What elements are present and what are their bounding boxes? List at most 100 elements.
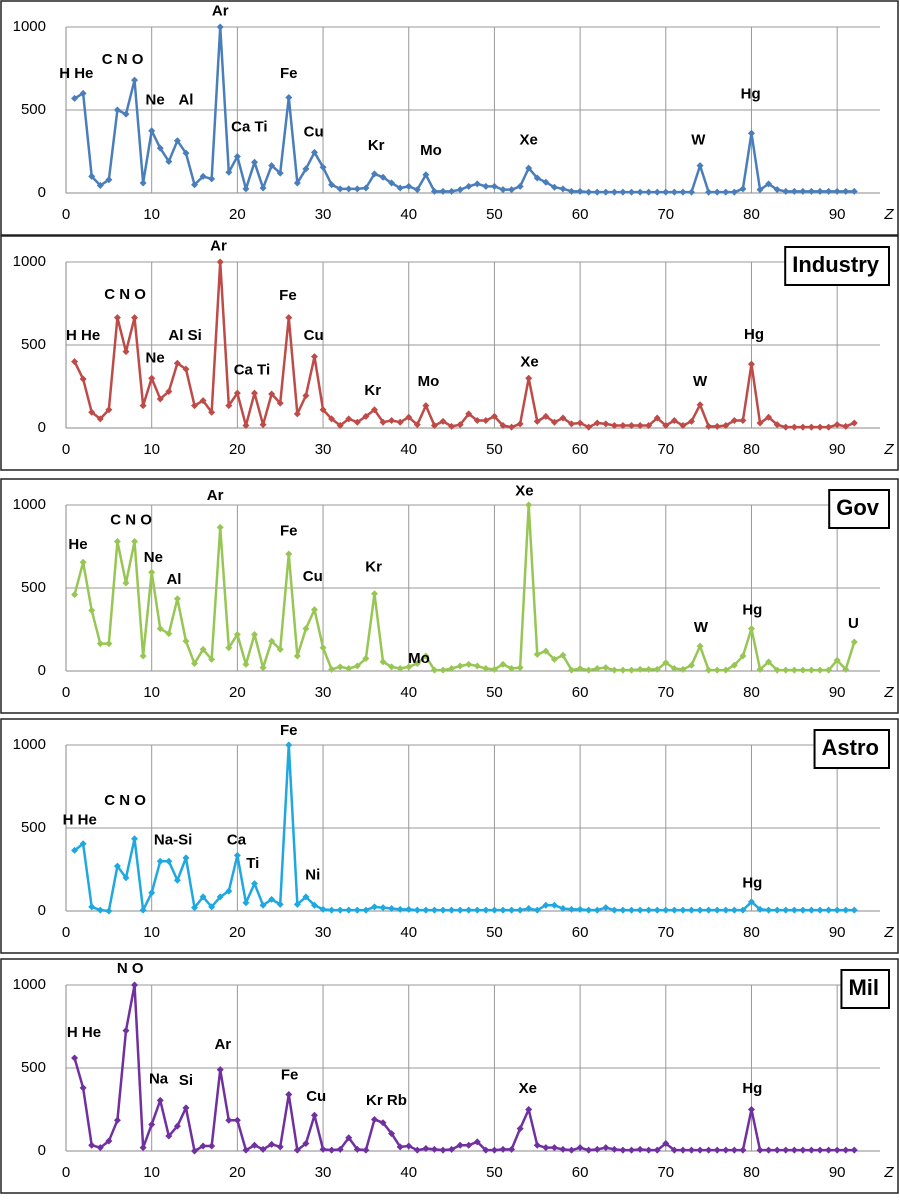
data-point	[585, 666, 593, 674]
data-point	[242, 1146, 250, 1154]
data-point	[773, 421, 781, 429]
data-point	[568, 666, 576, 674]
x-tick-label: 0	[62, 924, 70, 941]
element-label: Ca Ti	[231, 118, 267, 135]
data-point	[705, 422, 713, 430]
data-point	[139, 179, 147, 187]
data-point	[345, 665, 353, 673]
data-point	[482, 1146, 490, 1154]
panel-label-box	[840, 969, 890, 1009]
x-tick-label: 90	[829, 684, 846, 701]
data-point	[216, 258, 224, 266]
data-point	[191, 660, 199, 668]
data-point	[302, 165, 310, 173]
data-point	[285, 1091, 293, 1099]
data-point	[730, 1146, 738, 1154]
element-label: Na	[149, 1070, 169, 1087]
data-point	[131, 981, 139, 989]
data-point	[833, 421, 841, 429]
element-label: Kr Rb	[366, 1092, 407, 1109]
data-point	[670, 1146, 678, 1154]
data-point	[542, 901, 550, 909]
data-point	[413, 186, 421, 194]
data-point	[739, 1146, 747, 1154]
data-point	[328, 415, 336, 423]
data-point	[105, 1137, 113, 1145]
data-point	[550, 183, 558, 191]
data-point	[687, 1146, 695, 1154]
data-point	[388, 417, 396, 425]
data-point	[576, 905, 584, 913]
element-label: Ar	[210, 237, 227, 254]
data-point	[139, 652, 147, 660]
data-point	[388, 905, 396, 913]
data-point	[88, 606, 96, 614]
data-point	[413, 421, 421, 429]
data-point	[670, 906, 678, 914]
element-label: Fe	[280, 65, 298, 82]
data-point	[105, 406, 113, 414]
x-tick-label: 40	[400, 206, 417, 223]
data-point	[122, 579, 130, 587]
data-point	[713, 906, 721, 914]
data-point	[225, 887, 233, 895]
x-tick-label: 40	[400, 441, 417, 458]
data-point	[559, 414, 567, 422]
panel-border	[0, 478, 899, 714]
data-point	[216, 523, 224, 531]
data-point	[816, 666, 824, 674]
x-tick-label: 60	[572, 206, 589, 223]
data-point	[576, 1144, 584, 1152]
data-point	[370, 1115, 378, 1123]
data-point	[593, 419, 601, 427]
data-point	[473, 417, 481, 425]
data-point	[550, 901, 558, 909]
data-point	[319, 905, 327, 913]
data-point	[139, 1144, 147, 1152]
x-tick-label: 0	[62, 684, 70, 701]
data-point	[696, 906, 704, 914]
x-tick-label: 80	[743, 684, 760, 701]
x-tick-label: 20	[229, 441, 246, 458]
data-point	[756, 905, 764, 913]
element-label: Cu	[303, 568, 323, 585]
data-point	[482, 182, 490, 190]
data-point	[285, 741, 293, 749]
data-point	[285, 550, 293, 558]
data-point	[679, 906, 687, 914]
element-label: Hg	[741, 86, 761, 103]
data-point	[499, 186, 507, 194]
panel-border	[0, 0, 899, 236]
data-point	[405, 905, 413, 913]
data-point	[790, 1146, 798, 1154]
data-point	[525, 164, 533, 172]
element-label: W	[693, 373, 708, 390]
data-point	[251, 389, 259, 397]
element-label: C N O	[110, 512, 152, 529]
element-label: Ar	[214, 1036, 231, 1053]
element-label: Ne	[146, 350, 165, 367]
data-point	[293, 1146, 301, 1154]
data-point	[705, 906, 713, 914]
data-point	[251, 630, 259, 638]
data-point	[773, 1146, 781, 1154]
data-point	[722, 1146, 730, 1154]
data-point	[259, 664, 267, 672]
x-tick-label: 40	[400, 1164, 417, 1181]
data-point	[413, 906, 421, 914]
data-point	[679, 1146, 687, 1154]
data-point	[628, 1146, 636, 1154]
element-label: Mo	[418, 373, 440, 390]
data-point	[473, 906, 481, 914]
data-point	[585, 188, 593, 196]
x-tick-label: 30	[315, 206, 332, 223]
data-point	[747, 1106, 755, 1113]
y-tick-label: 1000	[13, 253, 46, 270]
data-point	[208, 1142, 216, 1150]
data-point	[276, 645, 284, 653]
x-tick-label: 10	[143, 924, 160, 941]
data-point	[242, 422, 250, 430]
data-point	[645, 1146, 653, 1154]
data-point	[610, 1145, 618, 1153]
